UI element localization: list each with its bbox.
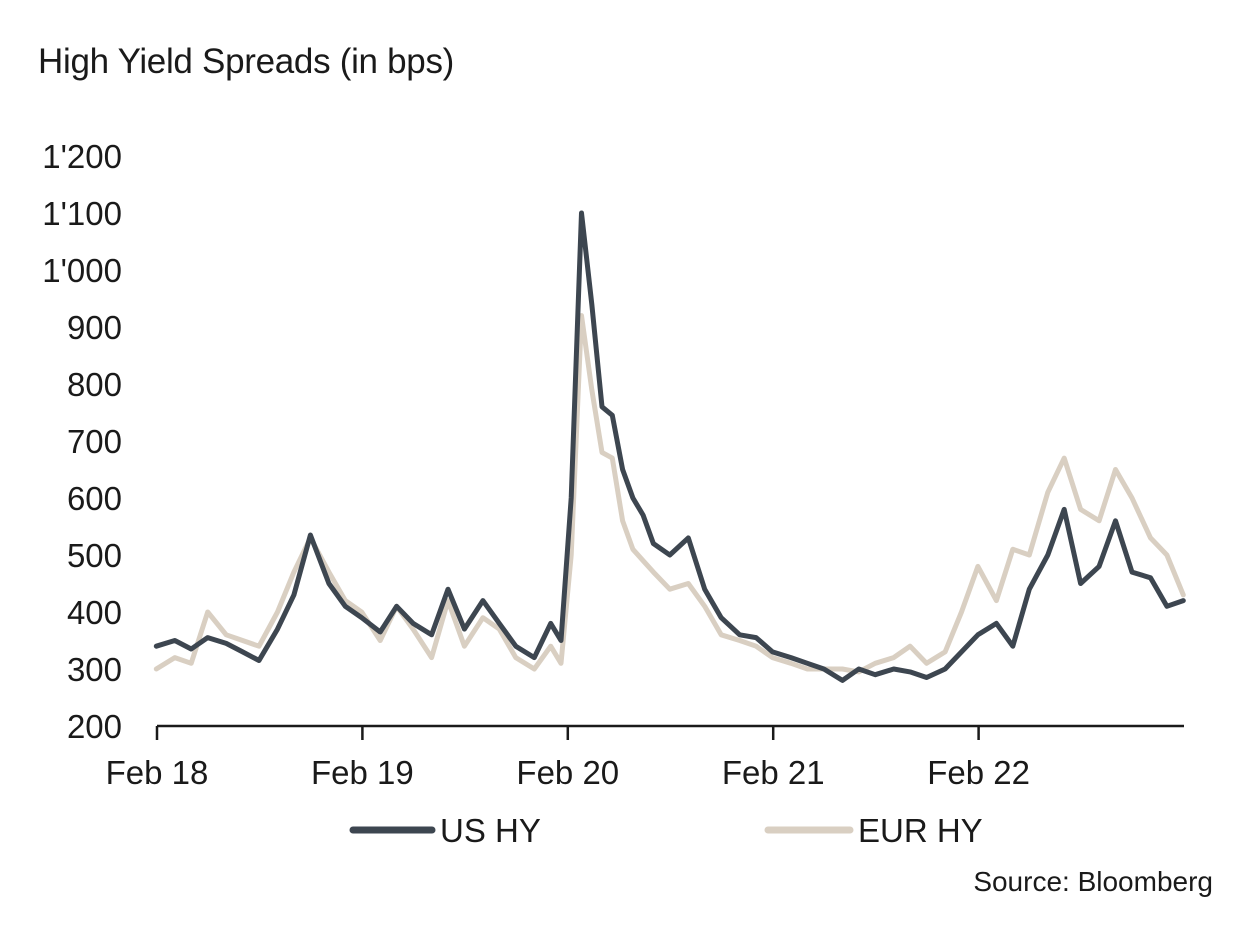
- y-tick-label: 300: [67, 651, 122, 688]
- y-tick-label: 400: [67, 594, 122, 631]
- legend: US HY EUR HY: [349, 812, 983, 849]
- y-tick-label: 1'000: [42, 252, 122, 289]
- y-tick-label: 1'200: [42, 138, 122, 175]
- x-tick-label: Feb 18: [106, 754, 209, 791]
- series-layer: [153, 210, 1186, 683]
- x-tick-label: Feb 22: [927, 754, 1030, 791]
- chart-title: High Yield Spreads (in bps): [38, 42, 455, 81]
- y-tick-label: 900: [67, 309, 122, 346]
- y-axis-ticks: 200 300 400 500 600 700 800 900 1'000 1'100 1'200: [42, 138, 122, 745]
- legend-label-us-hy: US HY: [440, 812, 541, 849]
- x-axis-ticks: Feb 18 Feb 19 Feb 20 Feb 21 Feb 22: [106, 726, 1030, 791]
- y-tick-label: 600: [67, 480, 122, 517]
- y-tick-label: 500: [67, 537, 122, 574]
- source-note: Source: Bloomberg: [973, 866, 1213, 897]
- x-tick-label: Feb 19: [311, 754, 414, 791]
- x-tick-label: Feb 21: [722, 754, 825, 791]
- legend-label-eur-hy: EUR HY: [858, 812, 983, 849]
- y-tick-label: 200: [67, 708, 122, 745]
- y-tick-label: 800: [67, 366, 122, 403]
- series-line-us-hy: [153, 210, 1186, 683]
- y-tick-label: 700: [67, 423, 122, 460]
- y-tick-label: 1'100: [42, 195, 122, 232]
- series-line-eur-hy: [153, 313, 1186, 675]
- x-tick-label: Feb 20: [516, 754, 619, 791]
